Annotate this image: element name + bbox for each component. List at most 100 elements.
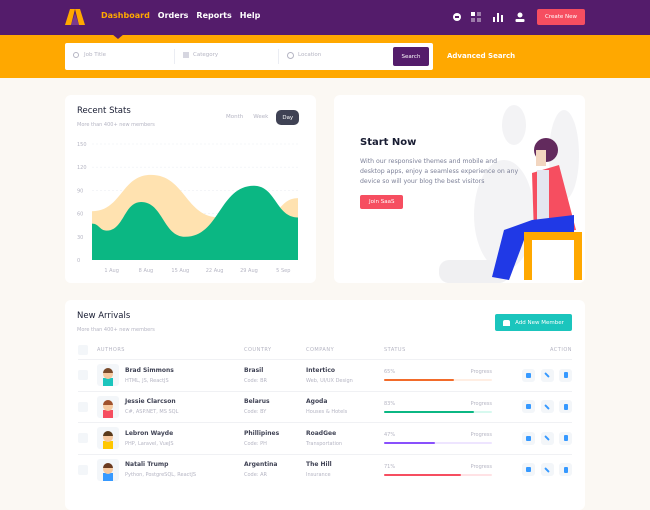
select-all-checkbox[interactable] — [78, 344, 88, 355]
progress-label: Progress — [470, 463, 492, 470]
view-button[interactable] — [522, 368, 535, 382]
progress-label: Progress — [470, 432, 492, 439]
promo-title: Start Now — [360, 137, 417, 148]
x-tick-label: 1 Aug — [104, 268, 119, 274]
tab-day[interactable]: Day — [276, 110, 300, 125]
arrivals-table: AUTHORS COUNTRY COMPANY STATUS ACTION Br… — [78, 340, 572, 485]
new-arrivals-card — [65, 300, 585, 510]
delete-button[interactable] — [559, 400, 572, 414]
edit-button[interactable] — [540, 400, 554, 414]
country-name: Belarus — [244, 398, 270, 406]
row-checkbox[interactable] — [78, 370, 88, 381]
logo[interactable] — [65, 9, 85, 25]
advanced-search-link[interactable]: Advanced Search — [447, 52, 516, 60]
country-code: Code: BY — [244, 409, 267, 416]
view-button[interactable] — [522, 431, 535, 445]
location-icon — [287, 52, 294, 59]
nav-help[interactable]: Help — [239, 11, 261, 20]
nav-dashboard[interactable]: Dashboard — [101, 11, 150, 20]
company-name: RoadGee — [306, 429, 337, 437]
progress-percent: 83% — [384, 400, 396, 407]
y-tick-label: 120 — [77, 165, 87, 171]
column-authors: AUTHORS — [97, 346, 125, 353]
company-name: The Hill — [306, 461, 332, 469]
search-icon — [73, 52, 79, 58]
top-navbar: Dashboard Orders Reports Help Create New — [0, 0, 650, 35]
progress-bar — [384, 379, 492, 382]
author-skills: HTML, JS, ReactJS — [125, 377, 169, 384]
table-body: Brad Simmons HTML, JS, ReactJS Brasil Co… — [78, 359, 572, 485]
company-sector: Houses & Hotels — [306, 409, 348, 416]
trash-icon — [563, 372, 568, 379]
edit-button[interactable] — [540, 368, 554, 382]
row-checkbox[interactable] — [78, 433, 88, 444]
country-name: Brasil — [244, 366, 264, 374]
edit-button[interactable] — [540, 463, 554, 477]
author-name[interactable]: Brad Simmons — [125, 366, 174, 374]
x-tick-label: 8 Aug — [139, 268, 154, 274]
person-illustration — [439, 105, 582, 283]
company-name: Agoda — [306, 398, 328, 406]
company-sector: Transportation — [306, 440, 343, 447]
search-button[interactable]: Search — [393, 47, 429, 66]
join-saas-button[interactable]: Join SaaS — [360, 195, 404, 209]
y-tick-label: 30 — [77, 235, 83, 241]
country-code: Code: AR — [244, 472, 267, 479]
delete-button[interactable] — [559, 431, 572, 445]
tab-month[interactable]: Month — [226, 114, 244, 120]
row-checkbox[interactable] — [78, 464, 88, 475]
row-checkbox[interactable] — [78, 401, 88, 412]
view-icon — [526, 435, 531, 441]
y-tick-label: 150 — [77, 142, 87, 148]
author-name[interactable]: Lebron Wayde — [125, 429, 174, 437]
category-input[interactable]: Category — [193, 52, 219, 58]
author-name[interactable]: Jessie Clarcson — [125, 398, 176, 406]
add-new-member-label: Add New Member — [515, 319, 564, 326]
table-row: Jessie Clarcson C#, ASP.NET, MS SQL Bela… — [78, 390, 572, 423]
arrivals-title: New Arrivals — [77, 311, 131, 321]
stats-area-chart: 0 30 60 90 120 150 1 Aug 8 Aug 15 Aug 22 Aug 29 Au… — [77, 142, 298, 274]
avatar — [97, 427, 119, 450]
period-tabs: Month Week Day — [224, 110, 300, 125]
create-new-button[interactable]: Create New — [537, 9, 585, 25]
active-indicator — [112, 34, 124, 39]
delete-button[interactable] — [559, 463, 572, 477]
search-bar: Job Title Category Location Search — [65, 43, 433, 70]
tab-week[interactable]: Week — [253, 114, 269, 120]
stats-title: Recent Stats — [77, 106, 131, 116]
location-input[interactable]: Location — [298, 52, 322, 58]
view-button[interactable] — [522, 463, 535, 477]
edit-button[interactable] — [540, 431, 554, 445]
bar-chart-icon[interactable] — [492, 11, 504, 23]
author-skills: PHP, Laravel, VueJS — [125, 440, 174, 447]
stats-subtitle: More than 400+ new members — [77, 122, 155, 128]
view-button[interactable] — [522, 400, 535, 414]
pencil-icon — [544, 372, 550, 379]
delete-button[interactable] — [559, 368, 572, 382]
avatar — [97, 458, 119, 481]
arrivals-header: New Arrivals More than 400+ new members — [77, 311, 155, 333]
column-country: COUNTRY — [244, 346, 272, 353]
nav-reports[interactable]: Reports — [196, 11, 232, 20]
user-icon[interactable] — [514, 11, 526, 23]
x-tick-label: 5 Sep — [276, 268, 290, 274]
trash-icon — [563, 435, 568, 442]
country-code: Code: BR — [244, 377, 267, 384]
apps-grid-icon[interactable] — [470, 11, 482, 23]
table-row: Natali Trump Python, PostgreSQL, ReactJS… — [78, 453, 572, 486]
country-name: Phillipines — [244, 429, 280, 437]
notification-bell-icon[interactable] — [451, 11, 463, 23]
add-user-icon — [503, 319, 511, 326]
pencil-icon — [544, 435, 550, 442]
add-new-member-button[interactable]: Add New Member — [495, 314, 572, 331]
job-title-input[interactable]: Job Title — [84, 52, 107, 58]
trash-icon — [563, 403, 568, 410]
pencil-icon — [544, 403, 550, 410]
nav-orders[interactable]: Orders — [157, 11, 189, 20]
progress-label: Progress — [470, 400, 492, 407]
author-name[interactable]: Natali Trump — [125, 461, 169, 469]
progress-percent: 65% — [384, 369, 396, 376]
table-row: Brad Simmons HTML, JS, ReactJS Brasil Co… — [78, 359, 572, 391]
country-code: Code: PH — [244, 440, 267, 447]
x-tick-label: 22 Aug — [206, 268, 224, 274]
